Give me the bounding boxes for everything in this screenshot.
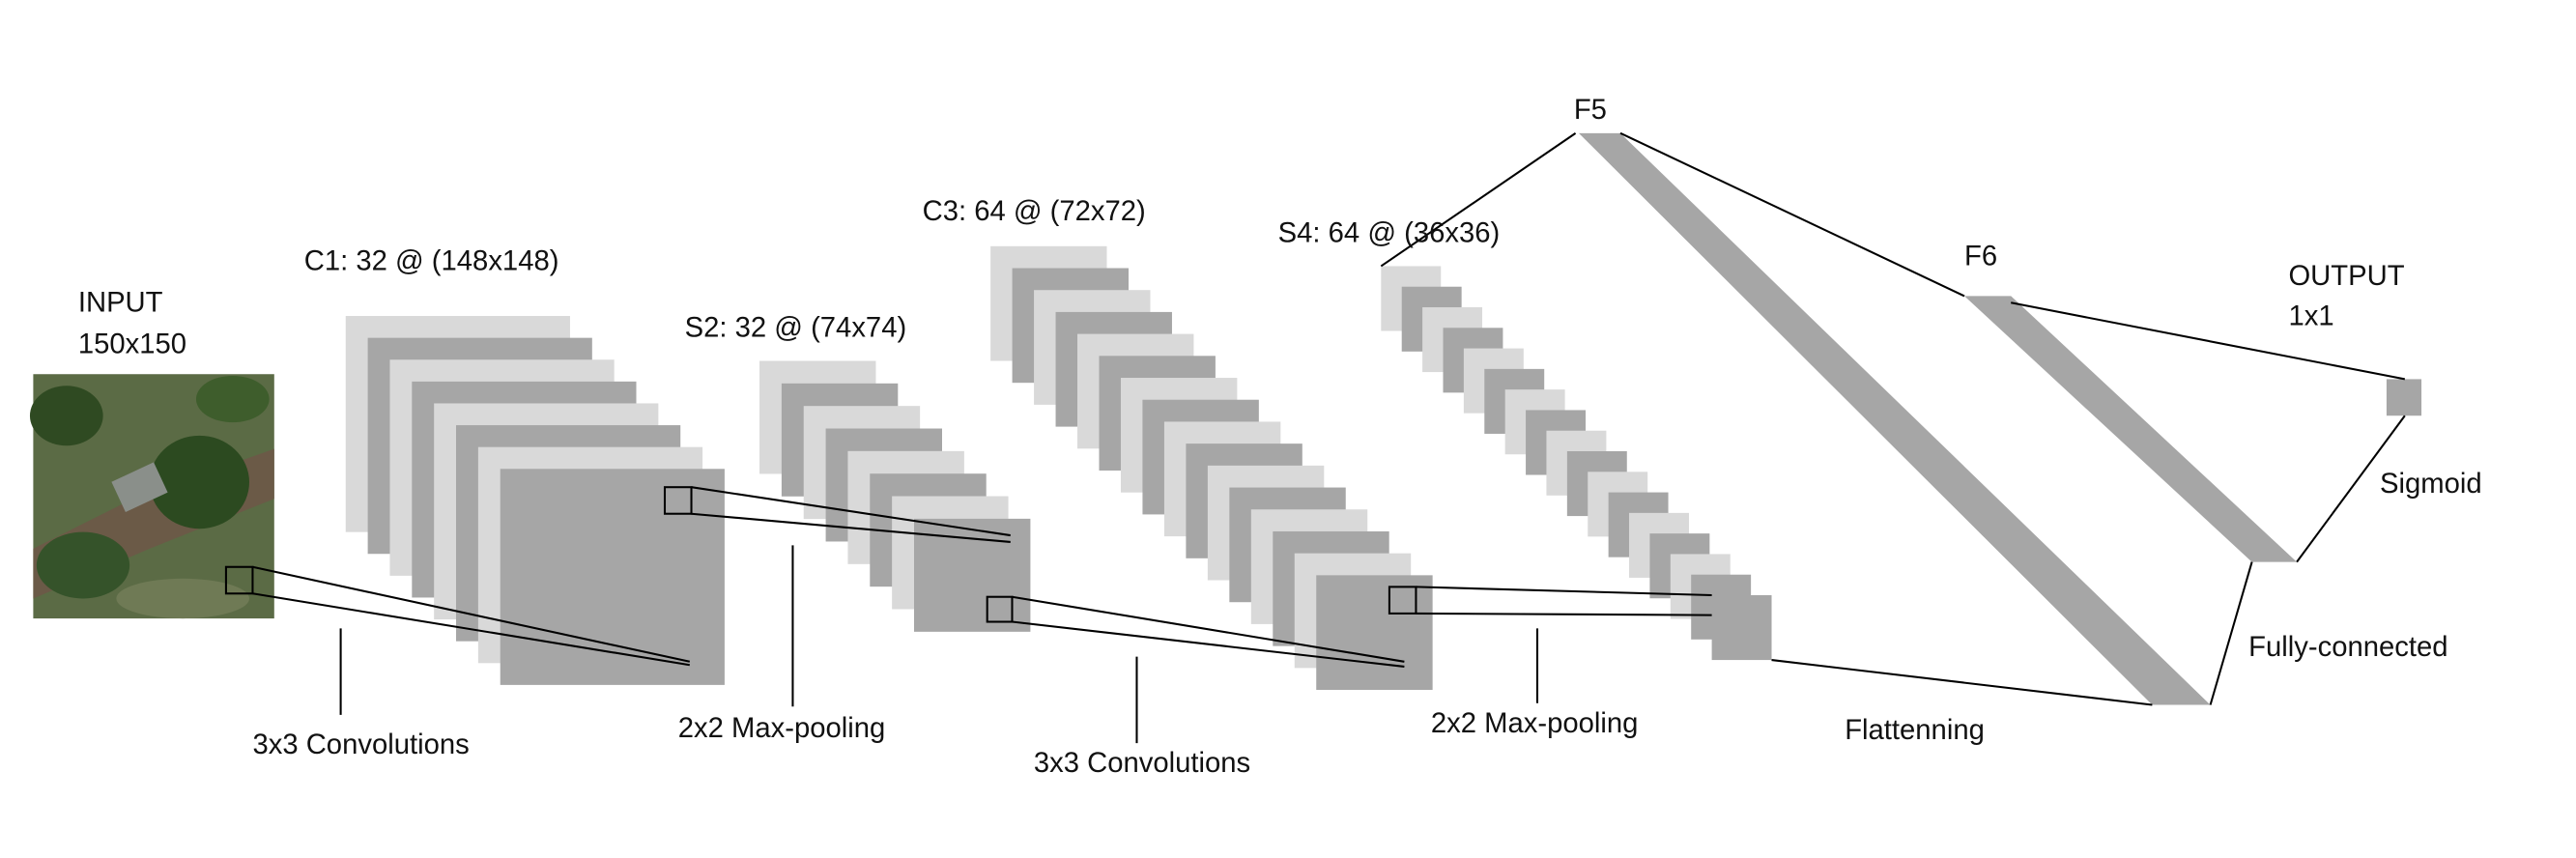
operation-label: 2x2 Max-pooling (678, 713, 886, 744)
output-title: OUTPUT (2288, 261, 2404, 292)
operation-label: 3x3 Convolutions (252, 729, 469, 760)
operation-label: Sigmoid (2380, 469, 2482, 500)
layer-label: S4: 64 @ (36x36) (1278, 217, 1501, 248)
kernel-box (986, 595, 1014, 623)
operation-label: Flattenning (1845, 715, 1985, 746)
operation-label: Fully-connected (2248, 632, 2447, 663)
operation-label: 3x3 Convolutions (1034, 748, 1250, 779)
layer-label: C1: 32 @ (148x148) (304, 246, 559, 277)
operation-label: 2x2 Max-pooling (1431, 708, 1639, 739)
kernel-box (663, 486, 693, 515)
input-title: INPUT (78, 288, 163, 319)
kernel-box (224, 565, 254, 595)
input-size: 150x150 (78, 329, 186, 360)
feature-map (1316, 575, 1433, 691)
feature-map (500, 469, 725, 685)
connections (252, 131, 2406, 744)
layer-label: F5 (1574, 95, 1607, 126)
kernel-box (1388, 586, 1417, 615)
layer-label: S2: 32 @ (74x74) (685, 313, 907, 344)
layer-label: F6 (1964, 242, 1997, 272)
f5-layer (1579, 132, 2211, 705)
f6-layer (1964, 296, 2298, 562)
output-node (2386, 379, 2422, 416)
feature-map (1711, 595, 1772, 661)
feature-map (914, 518, 1031, 632)
layer-label: C3: 64 @ (72x72) (923, 196, 1146, 227)
output-size: 1x1 (2288, 300, 2333, 331)
input-image (29, 374, 274, 619)
feature-maps (345, 245, 1772, 691)
